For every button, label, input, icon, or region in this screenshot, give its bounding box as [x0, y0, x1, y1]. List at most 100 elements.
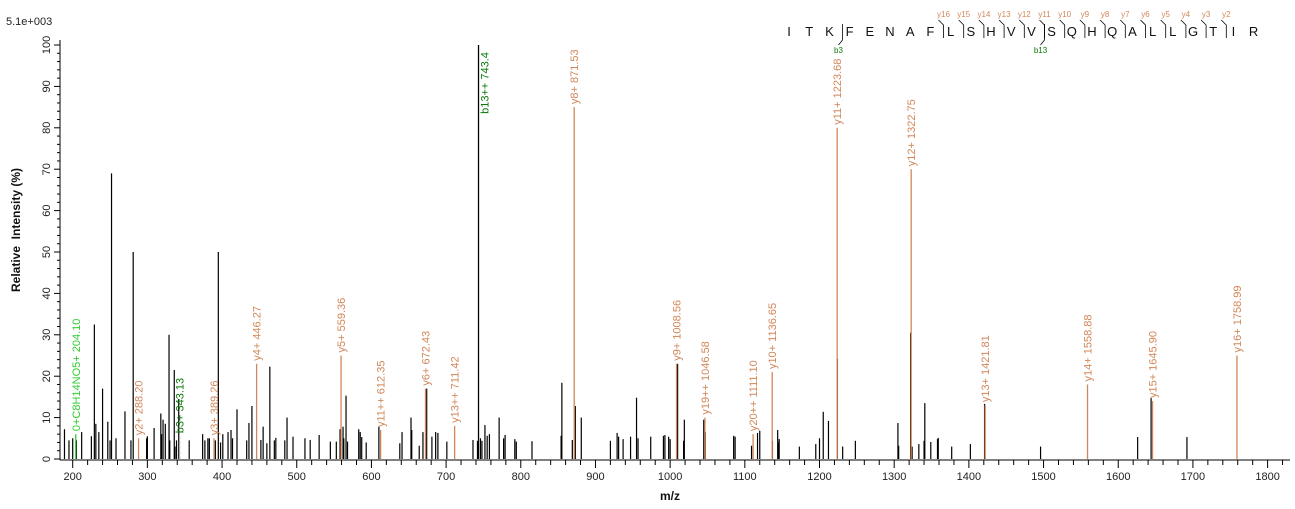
- residue: F: [846, 24, 854, 39]
- residue: H: [986, 24, 995, 39]
- peak-label: y13++ 711.42: [450, 356, 462, 422]
- y-ion-label: y12: [1018, 10, 1031, 19]
- y-ion-label: y14: [977, 10, 990, 19]
- y-tick-label: 60: [41, 204, 53, 216]
- residue: H: [1087, 24, 1096, 39]
- y-tick-label: 20: [41, 370, 53, 382]
- axes: 200 300 400 500 600 700 800 900 1000 1100 1200 1300…: [41, 36, 1290, 483]
- residue: L: [1149, 24, 1156, 39]
- y-ion-marker: [938, 19, 944, 38]
- y-ion-marker: [1160, 19, 1167, 38]
- peak-label: y15+ 1645.90: [1148, 331, 1160, 398]
- y-ion-label: y9: [1081, 10, 1090, 19]
- residue: I: [1232, 24, 1236, 39]
- x-tick-label: 200: [64, 471, 82, 483]
- x-tick-label: 1800: [1255, 471, 1279, 483]
- y-tick-label: 80: [41, 122, 53, 134]
- peak-label: 0+C8H14NO5+ 204.10: [71, 319, 83, 432]
- y-tick-label: 10: [41, 411, 53, 423]
- y-ion-label: y5: [1161, 10, 1170, 19]
- y-tick-label: 70: [41, 163, 53, 175]
- peak-label: y8+ 871.53: [569, 49, 581, 104]
- y-ion-marker: [998, 19, 1005, 38]
- x-tick-label: 700: [437, 471, 455, 483]
- y-ion-label: y16: [937, 10, 950, 19]
- b-ion-label: b13: [1034, 46, 1048, 55]
- residue: T: [1209, 24, 1217, 39]
- peak-label: y11++ 612.35: [376, 361, 388, 427]
- b-ion-marker: [838, 24, 843, 46]
- peak-label: y10+ 1136.65: [767, 303, 779, 369]
- residue: V: [1027, 24, 1036, 39]
- x-axis-title: m/z: [660, 489, 680, 503]
- x-tick-label: 1200: [807, 471, 831, 483]
- peaks: [63, 173, 1188, 459]
- residue: Q: [1107, 24, 1117, 39]
- y-tick-label: 0: [41, 456, 53, 462]
- x-tick-label: 1100: [733, 471, 757, 483]
- y-ion-label: y8: [1101, 10, 1110, 19]
- x-tick-label: 800: [512, 471, 530, 483]
- b-ion-label: b3: [834, 46, 843, 55]
- x-tick-label: 300: [138, 471, 156, 483]
- y-ion-marker: [1039, 19, 1045, 38]
- peak-label: y14+ 1558.88: [1083, 314, 1095, 381]
- y-tick-label: 40: [41, 287, 53, 299]
- peak-label: b3+ 343.13: [175, 378, 187, 433]
- x-tick-label: 1000: [658, 471, 682, 483]
- y-ion-marker: [1221, 19, 1227, 38]
- x-tick-label: 400: [213, 471, 231, 483]
- residue: S: [966, 24, 975, 39]
- y-ion-label: y4: [1182, 10, 1191, 19]
- y-ion-marker: [1099, 19, 1106, 38]
- y-ion-label: y7: [1121, 10, 1130, 19]
- peak-label: y16+ 1758.99: [1232, 286, 1244, 353]
- x-tick-label: 900: [586, 471, 604, 483]
- residue: L: [1169, 24, 1176, 39]
- peak-label: y19++ 1046.58: [700, 341, 712, 414]
- y-ion-label: y10: [1058, 10, 1071, 19]
- peak-label: y12+ 1322.75: [906, 99, 918, 166]
- residue: G: [1188, 24, 1198, 39]
- x-tick-label: 1500: [1031, 471, 1055, 483]
- y-ion-marker: [1059, 19, 1066, 38]
- peak-label: y5+ 559.36: [336, 298, 348, 353]
- y-tick-label: 100: [41, 36, 53, 54]
- y-ion-marker: [958, 19, 965, 38]
- x-tick-label: 1400: [957, 471, 981, 483]
- y-ion-marker: [978, 19, 985, 38]
- peak-label: y4+ 446.27: [252, 306, 264, 361]
- residue: N: [885, 24, 894, 39]
- peak-label: y11+ 1223.68: [832, 59, 844, 125]
- residue: A: [1128, 24, 1137, 39]
- y-ion-label: y3: [1202, 10, 1211, 19]
- x-tick-label: 600: [362, 471, 380, 483]
- y-ion-marker: [1180, 19, 1187, 38]
- x-tick-label: 500: [288, 471, 306, 483]
- residue: K: [825, 24, 834, 39]
- x-tick-label: 1700: [1181, 471, 1205, 483]
- residue: R: [1249, 24, 1258, 39]
- residue: L: [947, 24, 954, 39]
- y-ion-marker: [1019, 19, 1025, 38]
- residue: I: [787, 24, 791, 39]
- y-ion-label: y6: [1141, 10, 1150, 19]
- residue: F: [926, 24, 934, 39]
- y-tick-label: 30: [41, 329, 53, 341]
- peak-label: y6+ 672.43: [421, 331, 433, 386]
- peak-label: y9+ 1008.56: [672, 300, 684, 361]
- peak-label: y13+ 1421.81: [980, 335, 992, 402]
- residue: E: [865, 24, 874, 39]
- y-ion-label: y13: [998, 10, 1011, 19]
- residue: V: [1007, 24, 1016, 39]
- x-tick-label: 1300: [882, 471, 906, 483]
- y-ion-marker: [1200, 19, 1207, 38]
- y-tick-label: 90: [41, 80, 53, 92]
- x-tick-label: 1600: [1106, 471, 1130, 483]
- y-ion-label: y15: [957, 10, 970, 19]
- residue: Q: [1067, 24, 1077, 39]
- y-axis-title: Relative Intensity (%): [9, 168, 23, 292]
- residue: A: [906, 24, 915, 39]
